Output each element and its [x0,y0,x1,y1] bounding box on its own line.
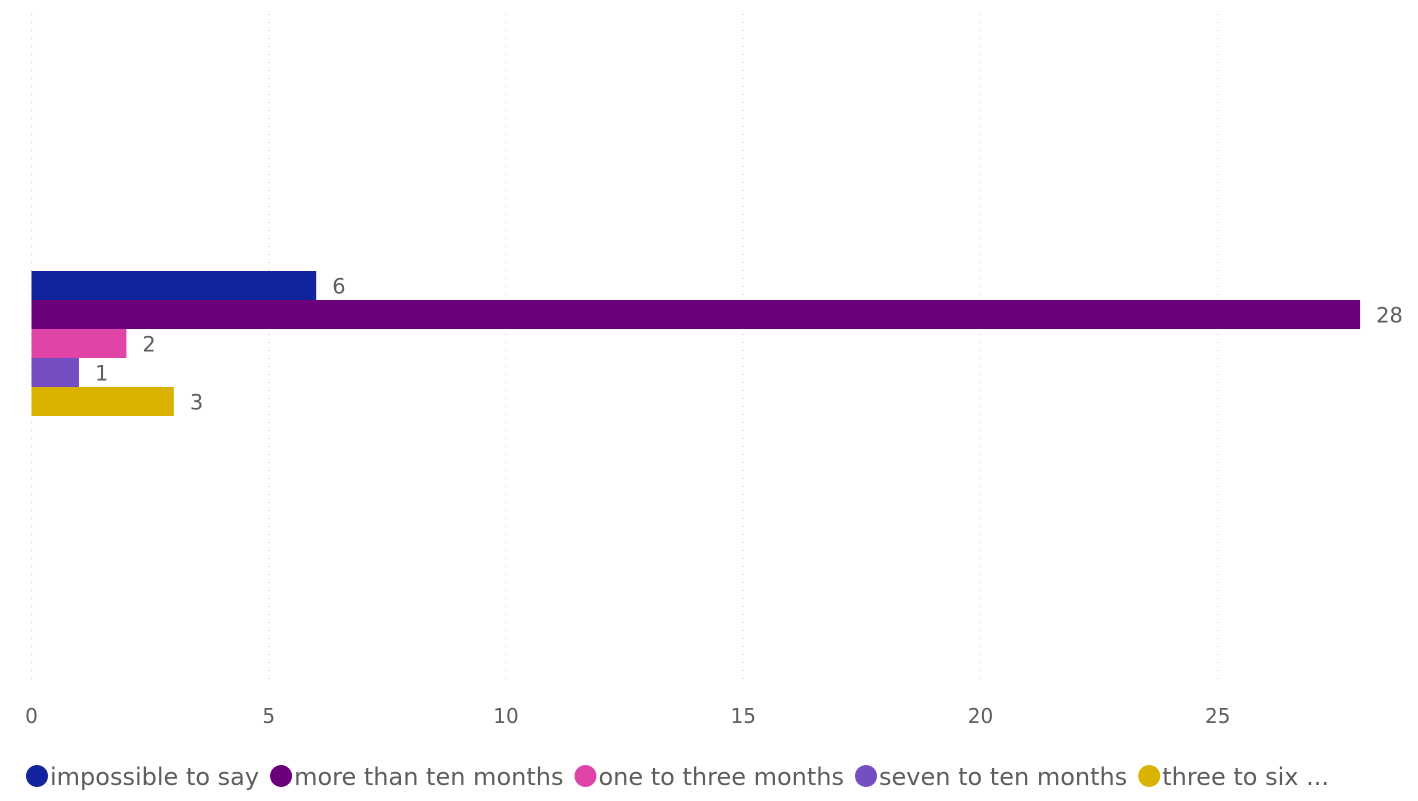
bars [32,271,1361,416]
data-label: 1 [95,362,108,386]
gridlines [32,14,1218,680]
data-label: 3 [190,391,203,415]
x-tick-label: 0 [25,704,38,728]
x-tick-label: 15 [731,704,756,728]
legend-item-label: one to three months [598,763,844,791]
bar-impossible-to-say [32,271,317,300]
legend-marker-icon [855,765,877,787]
data-label: 6 [332,275,345,299]
bar-one-to-three-months [32,329,127,358]
legend-item-label: more than ten months [294,763,563,791]
x-tick-label: 20 [968,704,993,728]
legend-item-label: impossible to say [50,763,259,791]
bar-seven-to-ten-months [32,358,79,387]
data-label: 28 [1376,304,1403,328]
legend-marker-icon [1138,765,1160,787]
legend-item-label: seven to ten months [879,763,1127,791]
x-tick-label: 25 [1205,704,1230,728]
bar-more-than-ten-months [32,300,1361,329]
legend-marker-icon [26,765,48,787]
legend: impossible to say more than ten months one… [26,763,1329,791]
x-axis-ticks: 0 5 10 15 20 25 [25,704,1230,728]
bar-three-to-six [32,387,174,416]
x-tick-label: 5 [262,704,275,728]
legend-marker-icon [574,765,596,787]
data-label: 2 [142,333,155,357]
legend-item-label: three to six ... [1162,763,1329,791]
x-tick-label: 10 [493,704,518,728]
legend-marker-icon [270,765,292,787]
